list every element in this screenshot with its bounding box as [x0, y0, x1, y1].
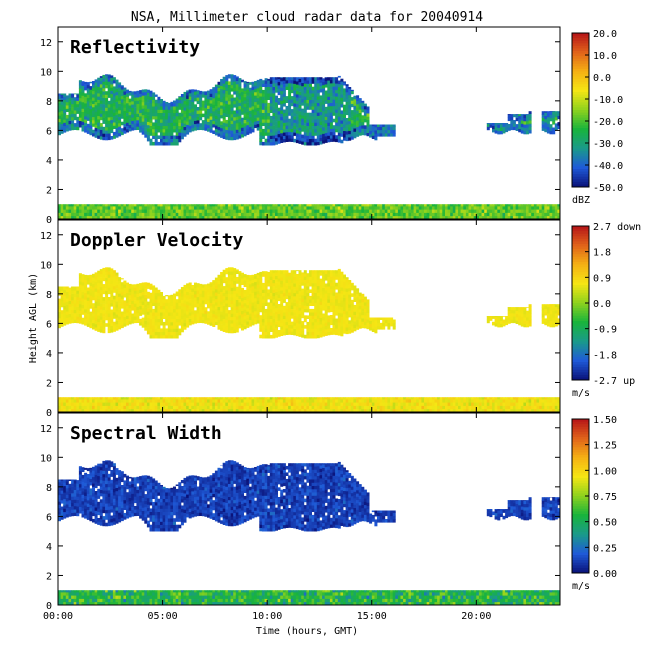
panel-title: Reflectivity	[70, 37, 200, 58]
y-tick-label: 2	[46, 185, 52, 196]
colorbar-tick-label: 1.50	[593, 415, 617, 426]
x-tick-label: 15:00	[357, 611, 387, 622]
y-tick-label: 4	[46, 156, 52, 167]
colorbar-tick-label: 20.0	[593, 29, 617, 40]
radar-field	[58, 74, 561, 220]
colorbar-tick-label: 0.9	[593, 273, 611, 284]
y-tick-label: 4	[46, 542, 52, 553]
colorbar-tick-label: -50.0	[593, 183, 623, 194]
colorbar-tick-label: -40.0	[593, 161, 623, 172]
y-tick-label: 12	[40, 424, 52, 435]
colorbar-tick-label: 0.0	[593, 299, 611, 310]
y-tick-label: 0	[46, 408, 52, 419]
colorbar-unit: dBZ	[572, 195, 590, 206]
panel-doppler-velocity: 0 2 4 6 8 10 12 Doppler Velocity 2.7 down 1.8 0.9 0…	[40, 219, 641, 419]
colorbar-tick-label: -0.9	[593, 325, 617, 336]
y-tick-label: 2	[46, 571, 52, 582]
y-tick-label: 4	[46, 349, 52, 360]
panel-reflectivity: 0 2 4 6 8 10 12 Reflectivity 20.0 10.0 0.0 -10.0 -20…	[40, 26, 623, 226]
x-tick-label: 20:00	[461, 611, 491, 622]
colorbar-tick-label: 0.0	[593, 73, 611, 84]
radar-field	[58, 267, 561, 413]
y-tick-label: 10	[40, 67, 52, 78]
colorbar-tick-label: 0.75	[593, 492, 617, 503]
y-tick-label: 10	[40, 453, 52, 464]
y-tick-label: 6	[46, 126, 52, 137]
panel-spectral-width: 0 2 4 6 8 10 12 00:00 05:00 10:00 15:00 20:00 Spectr…	[40, 412, 617, 622]
y-tick-label: 8	[46, 290, 52, 301]
colorbar-tick-label: 0.00	[593, 569, 617, 580]
y-tick-label: 12	[40, 38, 52, 49]
y-tick-label: 6	[46, 319, 52, 330]
colorbar-tick-label: -2.7 up	[593, 376, 635, 387]
colorbar-tick-label: 10.0	[593, 51, 617, 62]
colorbar-unit: m/s	[572, 388, 590, 399]
plot-frame	[57, 219, 561, 413]
colorbar-frame	[571, 32, 590, 188]
colorbar-unit: m/s	[572, 581, 590, 592]
panel-title: Spectral Width	[70, 423, 222, 444]
figure-title: NSA, Millimeter cloud radar data for 200…	[131, 10, 483, 25]
x-tick-label: 00:00	[43, 611, 73, 622]
y-tick-label: 6	[46, 512, 52, 523]
colorbar-tick-label: 0.25	[593, 543, 617, 554]
colorbar-tick-label: -30.0	[593, 139, 623, 150]
colorbar-tick-label: 0.50	[593, 518, 617, 529]
y-tick-label: 12	[40, 231, 52, 242]
y-tick-label: 8	[46, 483, 52, 494]
radar-field	[58, 460, 561, 606]
x-tick-label: 05:00	[148, 611, 178, 622]
colorbar-tick-label: 1.8	[593, 248, 611, 259]
colorbar-tick-label: 1.25	[593, 441, 617, 452]
colorbar: 1.50 1.25 1.00 0.75 0.50 0.25 0.00m/s	[571, 415, 617, 592]
y-tick-label: 2	[46, 378, 52, 389]
y-tick-label: 10	[40, 260, 52, 271]
plot-frame	[57, 412, 561, 606]
colorbar-tick-label: -20.0	[593, 117, 623, 128]
colorbar-tick-label: -1.8	[593, 350, 617, 361]
x-axis-label: Time (hours, GMT)	[256, 626, 358, 637]
colorbar-tick-label: 2.7 down	[593, 222, 641, 233]
colorbar-tick-label: -10.0	[593, 95, 623, 106]
plot-frame	[57, 26, 561, 220]
y-tick-label: 0	[46, 215, 52, 226]
colorbar: 2.7 down 1.8 0.9 0.0 -0.9 -1.8 -2.7 upm/s	[571, 222, 641, 399]
x-tick-label: 10:00	[252, 611, 282, 622]
panel-title: Doppler Velocity	[70, 230, 244, 251]
y-tick-label: 8	[46, 97, 52, 108]
y-tick-label: 0	[46, 601, 52, 612]
colorbar-tick-label: 1.00	[593, 466, 617, 477]
y-axis-label: Height AGL (km)	[28, 273, 39, 363]
